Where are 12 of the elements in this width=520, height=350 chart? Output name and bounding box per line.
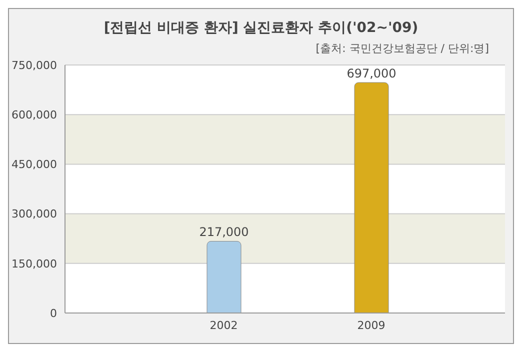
y-tick-label: 600,000 (12, 108, 57, 122)
chart-subtitle: [출처: 국민건강보험공단 / 단위:명] (314, 41, 489, 56)
y-tick-label: 150,000 (12, 257, 57, 270)
y-tick-label: 300,000 (12, 208, 57, 221)
data-label: 217,000 (199, 225, 249, 240)
y-tick-label: 0 (50, 306, 57, 320)
y-tick-label: 750,000 (12, 58, 57, 72)
data-label: 697,000 (346, 66, 396, 81)
y-tick-label: 450,000 (12, 158, 57, 172)
chart-title: [전립선 비대증 환자] 실진료환자 추이('02~'09) (102, 19, 420, 37)
x-tick-label: 2002 (210, 318, 238, 332)
x-tick-label: 2009 (357, 318, 386, 332)
